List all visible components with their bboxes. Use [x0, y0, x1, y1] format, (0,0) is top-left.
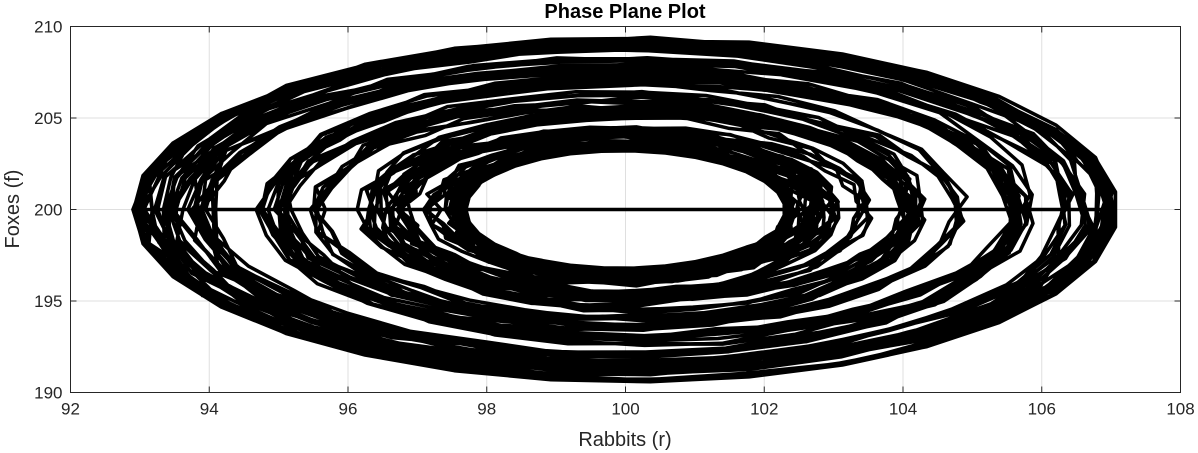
- axis-ticks: 92 94 96 98 100 102 104 106 108 190 195 200 205 210: [34, 18, 1195, 419]
- x-tick-label: 104: [889, 400, 917, 419]
- x-tick-label: 94: [200, 400, 219, 419]
- y-tick-label: 195: [34, 292, 62, 311]
- y-tick-label: 200: [34, 201, 62, 220]
- x-axis-label: Rabbits (r): [578, 429, 671, 451]
- x-tick-label: 92: [61, 400, 80, 419]
- y-tick-label: 210: [34, 18, 62, 37]
- x-tick-label: 100: [611, 400, 639, 419]
- plot-area: [131, 35, 1118, 384]
- x-tick-label: 106: [1028, 400, 1056, 419]
- x-tick-label: 108: [1166, 400, 1194, 419]
- chart-title: Phase Plane Plot: [544, 1, 706, 23]
- y-tick-label: 190: [34, 384, 62, 403]
- x-tick-label: 102: [750, 400, 778, 419]
- x-tick-label: 98: [477, 400, 496, 419]
- y-axis-label: Foxes (f): [2, 170, 24, 249]
- phase-trajectory-line: [131, 35, 1118, 384]
- x-tick-label: 96: [339, 400, 358, 419]
- y-tick-label: 205: [34, 109, 62, 128]
